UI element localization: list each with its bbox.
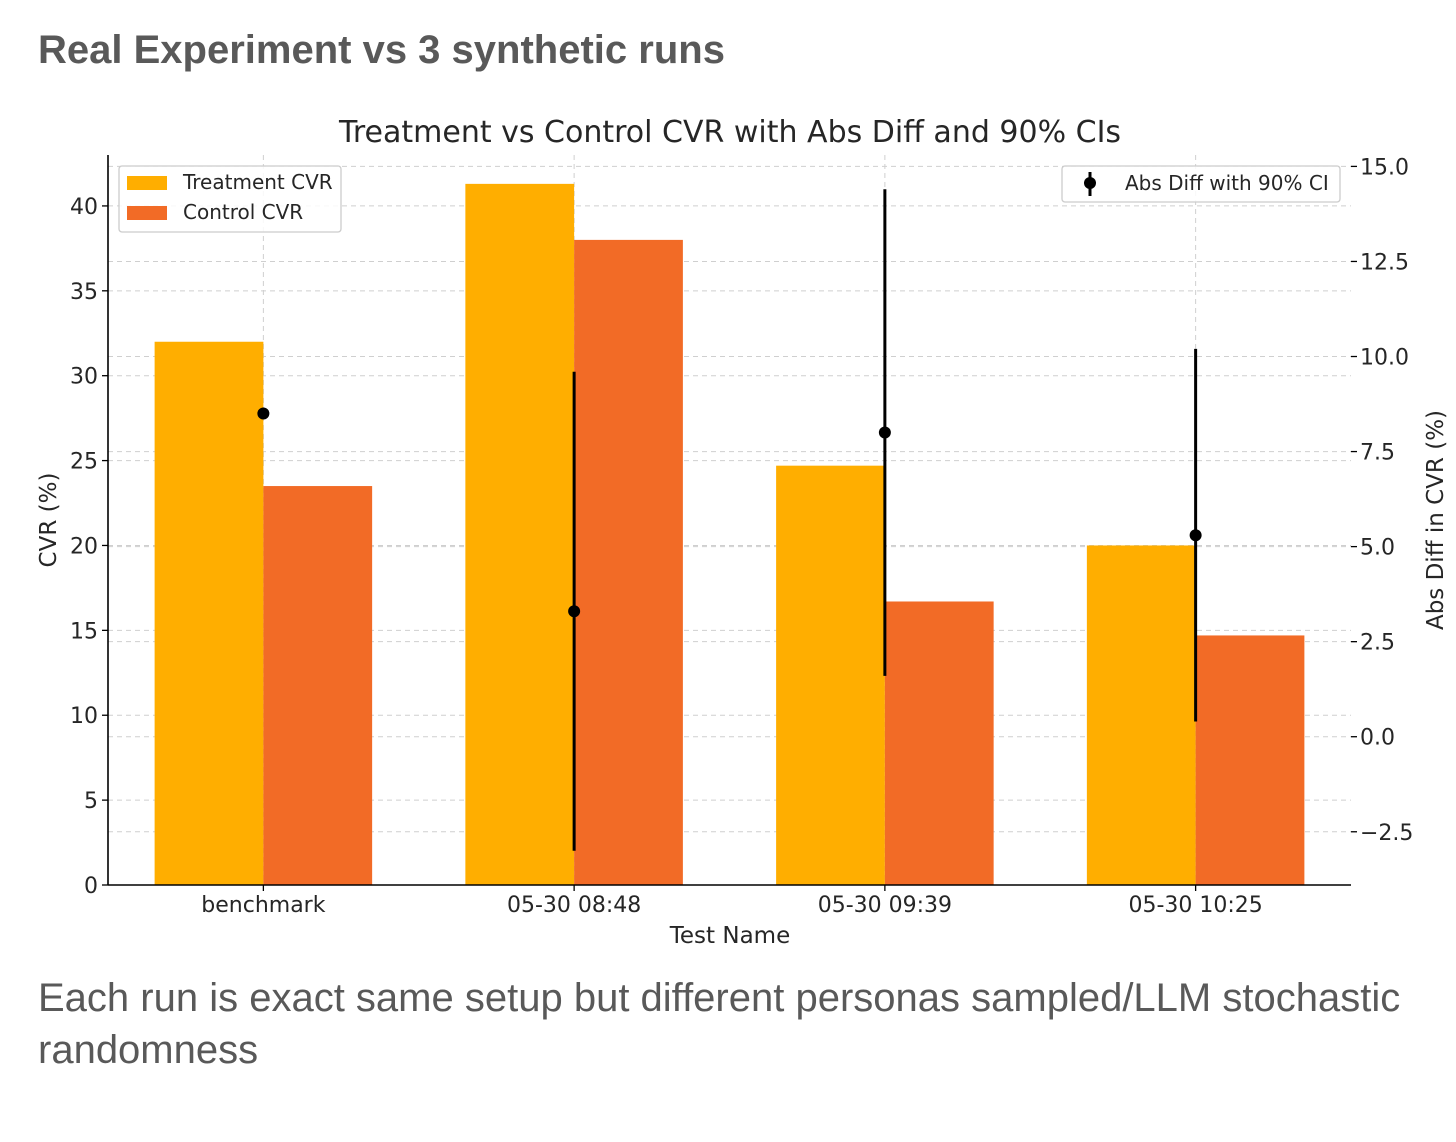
treatment-bar-3	[1086, 545, 1196, 885]
left-ticks: 0 5 10 15 20 25 30 35 40	[70, 195, 108, 899]
right-ticks: −2.5 0.0 2.5 5.0 7.5 10.0 12.5 15.0	[1351, 155, 1413, 846]
treatment-bar-0	[154, 341, 264, 885]
right-tick-label-6: 12.5	[1360, 250, 1409, 275]
left-tick-label-5: 25	[70, 450, 98, 475]
left-tick-label-6: 30	[70, 365, 98, 390]
legend-errorbar-marker	[1084, 177, 1096, 189]
abs-diff-point-0	[257, 407, 270, 420]
bars-group	[154, 183, 1305, 885]
legend-label-treatment: Treatment CVR	[182, 170, 333, 194]
abs-diff-point-3	[1189, 529, 1202, 542]
control-bar-2	[884, 601, 994, 885]
legend-swatch-treatment	[127, 176, 167, 190]
control-bar-1	[574, 239, 683, 885]
right-tick-label-5: 10.0	[1360, 346, 1409, 371]
abs-diff-point-2	[878, 426, 891, 439]
x-axis-label: Test Name	[669, 923, 790, 949]
x-tick-label-1: 05-30 08:48	[507, 893, 641, 918]
right-tick-label-1: 0.0	[1360, 726, 1395, 751]
right-tick-label-3: 5.0	[1360, 536, 1395, 561]
control-bar-0	[263, 486, 373, 885]
legend-errorbar: Abs Diff with 90% CI	[1061, 165, 1341, 203]
treatment-bar-2	[776, 465, 885, 885]
x-tick-label-2: 05-30 09:39	[818, 893, 952, 918]
chart-title: Treatment vs Control CVR with Abs Diff a…	[338, 115, 1121, 150]
left-tick-label-4: 20	[70, 534, 98, 559]
abs-diff-point-1	[568, 605, 581, 618]
left-tick-label-0: 0	[84, 874, 98, 899]
right-tick-label-7: 15.0	[1360, 155, 1409, 180]
control-bar-3	[1195, 635, 1305, 885]
right-tick-label-2: 2.5	[1360, 631, 1395, 656]
right-tick-label-4: 7.5	[1360, 441, 1395, 466]
y-axis-label: CVR (%)	[36, 473, 62, 568]
x-ticks: benchmark 05-30 08:48 05-30 09:39 05-30 10:…	[201, 885, 1263, 918]
cvr-chart: Treatment vs Control CVR with Abs Diff a…	[36, 115, 1449, 949]
y2-axis-label: Abs Diff in CVR (%)	[1423, 410, 1449, 630]
x-tick-label-3: 05-30 10:25	[1128, 893, 1262, 918]
slide-caption: Each run is exact same setup but differe…	[38, 976, 1401, 1072]
left-tick-label-7: 35	[70, 280, 98, 305]
legend-box-right	[1061, 165, 1341, 203]
left-tick-label-1: 5	[84, 789, 98, 814]
legend-label-absdiff: Abs Diff with 90% CI	[1125, 171, 1329, 195]
x-tick-label-0: benchmark	[201, 893, 325, 918]
legend-label-control: Control CVR	[183, 200, 303, 224]
left-tick-label-2: 10	[70, 704, 98, 729]
abs-diff-errorbars	[257, 189, 1202, 851]
right-tick-label-0: −2.5	[1360, 821, 1413, 846]
axes	[107, 155, 1351, 886]
legend-swatch-control	[127, 206, 167, 220]
legend-box-left	[118, 165, 342, 233]
left-tick-label-3: 15	[70, 619, 98, 644]
legend-bars: Treatment CVR Control CVR	[118, 165, 342, 233]
chart-container: Treatment vs Control CVR with Abs Diff a…	[0, 100, 1456, 960]
slide-title: Real Experiment vs 3 synthetic runs	[38, 28, 725, 72]
left-tick-label-8: 40	[70, 195, 98, 220]
treatment-bar-1	[465, 183, 575, 885]
